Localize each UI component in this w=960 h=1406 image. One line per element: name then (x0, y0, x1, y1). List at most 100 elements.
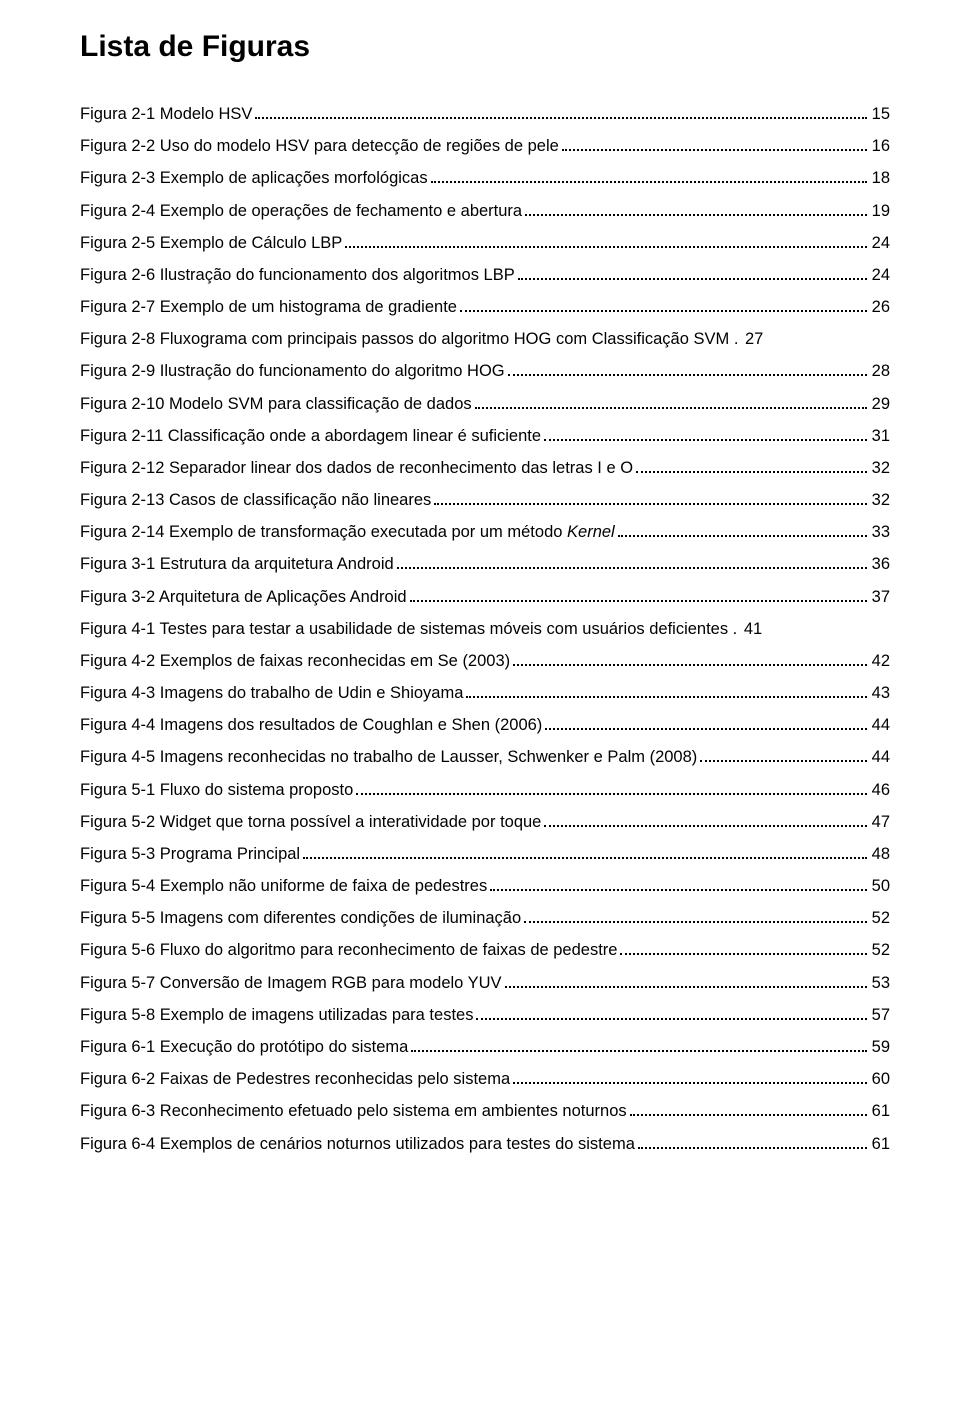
leader-dots (545, 713, 866, 730)
leader-dots (411, 1035, 866, 1052)
figure-entry-page: 32 (870, 452, 890, 484)
figure-entry-label: Figura 5-8 Exemplo de imagens utilizadas… (80, 999, 473, 1031)
figure-entry-page: 53 (870, 967, 890, 999)
figure-entry-page: 61 (870, 1128, 890, 1160)
figure-entry-page: 47 (870, 806, 890, 838)
figure-entry-page: 15 (870, 98, 890, 130)
figure-entry-label: Figura 5-7 Conversão de Imagem RGB para … (80, 967, 502, 999)
figure-entry-label: Figura 5-5 Imagens com diferentes condiç… (80, 902, 521, 934)
figure-entry-label: Figura 2-3 Exemplo de aplicações morfoló… (80, 162, 428, 194)
leader-dots (466, 681, 866, 698)
figure-entry-label: Figura 5-4 Exemplo não uniforme de faixa… (80, 870, 487, 902)
figure-entry-label: Figura 2-9 Ilustração do funcionamento d… (80, 355, 505, 387)
leader-dots (431, 167, 867, 184)
figure-entry-label: Figura 3-2 Arquitetura de Aplicações And… (80, 581, 407, 613)
leader-dots (345, 231, 866, 248)
leader-dots (513, 649, 867, 666)
figure-entry: Figura 2-4 Exemplo de operações de fecha… (80, 195, 890, 227)
figure-entry-page: 36 (870, 548, 890, 580)
figure-entry: Figura 2-12 Separador linear dos dados d… (80, 452, 890, 484)
figure-entry: Figura 6-1 Execução do protótipo do sist… (80, 1031, 890, 1063)
figure-entry-label-italic: Kernel (567, 523, 615, 541)
figure-entry-label: Figura 5-6 Fluxo do algoritmo para recon… (80, 934, 617, 966)
figure-entry-page: 24 (870, 227, 890, 259)
figure-entry-label: Figura 2-11 Classificação onde a abordag… (80, 420, 541, 452)
figure-entry-label: Figura 2-14 Exemplo de transformação exe… (80, 516, 615, 548)
figure-entry-label: Figura 2-7 Exemplo de um histograma de g… (80, 291, 457, 323)
leader-dots (544, 424, 867, 441)
leader-dots (630, 1099, 867, 1116)
leader-dots (562, 134, 867, 151)
figure-entry: Figura 2-7 Exemplo de um histograma de g… (80, 291, 890, 323)
figure-entry: Figura 5-4 Exemplo não uniforme de faixa… (80, 870, 890, 902)
figure-entry-label: Figura 5-3 Programa Principal (80, 838, 300, 870)
figure-entry: Figura 6-2 Faixas de Pedestres reconheci… (80, 1063, 890, 1095)
figure-entry: Figura 2-1 Modelo HSV 15 (80, 98, 890, 130)
figure-entry: Figura 2-10 Modelo SVM para classificaçã… (80, 388, 890, 420)
figure-entry-page: 32 (870, 484, 890, 516)
figure-entry: Figura 2-6 Ilustração do funcionamento d… (80, 259, 890, 291)
figure-entry: Figura 5-7 Conversão de Imagem RGB para … (80, 967, 890, 999)
figure-entry-page: 50 (870, 870, 890, 902)
figure-entry: Figura 2-11 Classificação onde a abordag… (80, 420, 890, 452)
figure-entry-label: Figura 6-3 Reconhecimento efetuado pelo … (80, 1095, 627, 1127)
figure-entry-label: Figura 4-2 Exemplos de faixas reconhecid… (80, 645, 510, 677)
figure-entry: Figura 3-2 Arquitetura de Aplicações And… (80, 581, 890, 613)
figure-entry-label: Figura 2-2 Uso do modelo HSV para detecç… (80, 130, 559, 162)
figure-entry-page: 57 (870, 999, 890, 1031)
leader-dots (700, 746, 866, 763)
figure-entry: Figura 5-1 Fluxo do sistema proposto 46 (80, 774, 890, 806)
figure-entry-label: Figura 2-1 Modelo HSV (80, 98, 252, 130)
leader-dots (356, 778, 866, 795)
figure-entry-label: Figura 2-6 Ilustração do funcionamento d… (80, 259, 515, 291)
figure-entry-page: 52 (870, 934, 890, 966)
leader-dots (460, 295, 867, 312)
figure-entry: Figura 2-5 Exemplo de Cálculo LBP 24 (80, 227, 890, 259)
leader-dots (505, 971, 867, 988)
leader-dots (397, 553, 867, 570)
leader-dots (475, 392, 867, 409)
figure-entries-list: Figura 2-1 Modelo HSV 15 Figura 2-2 Uso do… (80, 98, 890, 1160)
figure-entry: Figura 3-1 Estrutura da arquitetura Andr… (80, 548, 890, 580)
figure-entry-page: 41 (742, 613, 762, 645)
figure-entry-label: Figura 6-2 Faixas de Pedestres reconheci… (80, 1063, 510, 1095)
leader-dots (513, 1067, 867, 1084)
figure-entry-label: Figura 3-1 Estrutura da arquitetura Andr… (80, 548, 394, 580)
figure-entry: Figura 2-9 Ilustração do funcionamento d… (80, 355, 890, 387)
figure-entry-page: 52 (870, 902, 890, 934)
figure-entry-page: 44 (870, 709, 890, 741)
figure-entry-page: 42 (870, 645, 890, 677)
leader-dots (303, 842, 867, 859)
leader-dots (490, 874, 866, 891)
figure-entry: Figura 5-2 Widget que torna possível a i… (80, 806, 890, 838)
figure-entry-page: 16 (870, 130, 890, 162)
leader-dots (544, 810, 866, 827)
leader-dots (618, 520, 867, 537)
figure-entry-label: Figura 2-5 Exemplo de Cálculo LBP (80, 227, 342, 259)
figure-entry: Figura 4-4 Imagens dos resultados de Cou… (80, 709, 890, 741)
figure-entry-label: Figura 5-1 Fluxo do sistema proposto (80, 774, 353, 806)
figure-entry-label: Figura 4-3 Imagens do trabalho de Udin e… (80, 677, 463, 709)
figure-entry-page: 26 (870, 291, 890, 323)
leader-dots (524, 906, 866, 923)
figure-entry: Figura 4-2 Exemplos de faixas reconhecid… (80, 645, 890, 677)
figure-entry: Figura 2-8 Fluxograma com principais pas… (80, 323, 890, 355)
leader-dots (620, 939, 866, 956)
figure-entry-page: 48 (870, 838, 890, 870)
figure-entry: Figura 4-3 Imagens do trabalho de Udin e… (80, 677, 890, 709)
figure-entry-page: 33 (870, 516, 890, 548)
figure-entry-label: Figura 2-4 Exemplo de operações de fecha… (80, 195, 522, 227)
figure-entry-page: 46 (870, 774, 890, 806)
figure-entry-page: 28 (870, 355, 890, 387)
leader-dots (638, 1132, 867, 1149)
leader-dots (636, 456, 867, 473)
figure-entry-page: 29 (870, 388, 890, 420)
figure-entry-page: 27 (743, 323, 763, 355)
figure-entry-page: 59 (870, 1031, 890, 1063)
figure-entry: Figura 4-1 Testes para testar a usabilid… (80, 613, 890, 645)
leader-dots (508, 360, 867, 377)
figure-entry-label: Figura 2-12 Separador linear dos dados d… (80, 452, 633, 484)
figure-entry-page: 61 (870, 1095, 890, 1127)
leader-dots (255, 102, 866, 119)
figure-entry: Figura 2-13 Casos de classificação não l… (80, 484, 890, 516)
